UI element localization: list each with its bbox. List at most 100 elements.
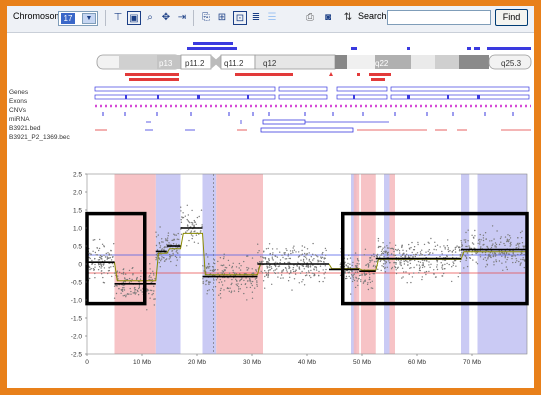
data-point (298, 251, 300, 253)
zoom-in-icon[interactable]: ⌕ (147, 12, 153, 23)
track-label-cnvs: CNVs (9, 107, 26, 114)
data-point (292, 247, 294, 249)
data-point (90, 268, 92, 270)
data-point (472, 243, 475, 245)
data-point (288, 266, 291, 268)
data-point (287, 280, 290, 282)
data-point (318, 270, 320, 273)
grid-icon[interactable]: ⊡ (233, 11, 247, 25)
data-point (413, 266, 415, 269)
data-point (412, 256, 414, 258)
data-point (191, 209, 193, 212)
data-point (246, 266, 248, 269)
data-point (417, 241, 419, 244)
data-point (496, 230, 498, 232)
data-point (190, 230, 193, 232)
data-point (217, 269, 219, 271)
data-point (519, 231, 522, 234)
data-point (169, 257, 171, 259)
data-point (237, 283, 239, 285)
data-point (402, 249, 404, 251)
data-point (284, 253, 286, 255)
data-point (223, 264, 225, 266)
data-point (166, 239, 169, 241)
data-point (510, 244, 512, 246)
data-point (187, 229, 190, 231)
data-point (371, 259, 373, 261)
x-tick-label: 0 (85, 359, 89, 366)
data-point (396, 267, 399, 269)
data-point (272, 259, 274, 261)
data-point (397, 248, 399, 251)
data-point (433, 269, 435, 271)
data-point (325, 268, 327, 271)
data-point (153, 290, 155, 292)
data-point (407, 256, 410, 258)
data-point (219, 293, 222, 295)
data-point (302, 258, 305, 261)
data-point (416, 252, 419, 254)
export-icon[interactable]: ⎘ (202, 12, 210, 23)
data-point (308, 258, 311, 261)
band-label: q22 (375, 59, 389, 68)
data-point (373, 255, 375, 258)
data-point (504, 257, 506, 259)
data-point (271, 256, 273, 258)
table-icon[interactable]: ☰ (267, 12, 277, 23)
data-point (348, 271, 351, 273)
data-point (517, 244, 520, 246)
data-point (414, 255, 416, 258)
data-point (265, 274, 268, 276)
copy-number-plot[interactable]: 2.52.01.51.00.50-0.5-1.0-1.5-2.0-2.50 10 … (7, 154, 534, 374)
data-point (501, 252, 503, 254)
chromosome-select[interactable]: 17 ▼ (58, 11, 98, 26)
chevron-down-icon[interactable]: ▼ (82, 13, 96, 24)
chromosome-ideogram[interactable] (96, 54, 532, 70)
pin-icon[interactable]: ⊤ (113, 12, 123, 23)
data-point (218, 281, 220, 284)
next-icon[interactable]: ⇥ (177, 12, 187, 23)
data-point (465, 259, 467, 262)
data-point (381, 265, 383, 267)
data-point (363, 281, 365, 283)
data-point (506, 238, 509, 240)
list-icon[interactable]: ≣ (251, 12, 261, 23)
data-point (520, 253, 522, 256)
search-input[interactable] (387, 10, 491, 25)
data-point (219, 278, 221, 281)
print-icon[interactable]: ⎙ (306, 12, 314, 23)
find-button[interactable]: Find (495, 9, 528, 26)
add-track-icon[interactable]: ⊞ (217, 12, 227, 23)
data-point (268, 243, 271, 245)
data-point (235, 266, 238, 268)
data-point (363, 273, 366, 275)
pan-icon[interactable]: ✥ (161, 12, 171, 23)
data-point (94, 263, 96, 266)
data-point (461, 244, 463, 246)
data-point (118, 271, 121, 273)
data-point (514, 261, 517, 264)
sort-icon[interactable]: ⇅ (343, 12, 353, 23)
data-point (411, 241, 413, 244)
data-point (469, 246, 471, 248)
data-point (107, 257, 110, 259)
data-point (279, 261, 281, 264)
data-point (193, 241, 196, 243)
toolbar-separator (105, 10, 106, 26)
data-point (479, 241, 481, 243)
data-point (130, 290, 132, 293)
data-point (223, 253, 225, 255)
data-point (320, 257, 323, 259)
data-point (155, 231, 157, 233)
data-point (317, 259, 319, 261)
data-point (386, 247, 389, 249)
save-icon[interactable]: ◙ (324, 12, 332, 23)
zoom-region-icon[interactable]: ▣ (127, 11, 141, 25)
data-point (523, 245, 525, 248)
data-point (160, 249, 163, 251)
data-point (349, 277, 352, 279)
data-point (230, 283, 232, 286)
data-point (211, 266, 214, 268)
data-point (173, 233, 175, 235)
data-point (180, 219, 182, 221)
